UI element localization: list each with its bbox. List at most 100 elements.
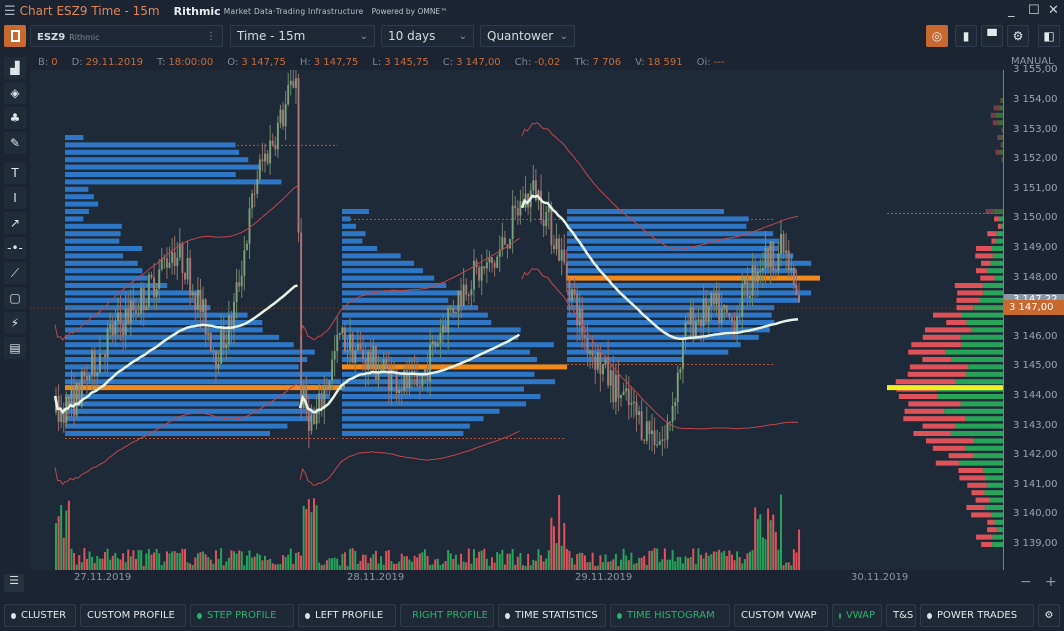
volume-bar — [209, 559, 212, 570]
chart-toolbar: ESZ9 Rithmic ⋮ Time - 15m ⌄ 10 days ⌄ Quan… — [0, 24, 1064, 48]
arrow-tool-tool-button[interactable]: ↗ — [4, 212, 26, 234]
right-profile-sell — [971, 512, 991, 518]
volume-bar — [700, 554, 702, 570]
candle-body — [362, 349, 365, 359]
status-dot-icon — [505, 612, 510, 619]
profile-bar — [567, 327, 770, 333]
candle-body — [493, 263, 496, 268]
date-axis[interactable]: 27.11.2019 28.11.2019 29.11.2019 30.11.2019 — [30, 572, 1003, 590]
alert-bell-tool-button[interactable]: ♣ — [4, 107, 26, 129]
layout-button[interactable]: ▀ — [981, 25, 1003, 47]
style-select[interactable]: Quantower ⌄ — [480, 25, 575, 47]
toggle-settings-button[interactable]: ⚙ — [1038, 604, 1060, 627]
panel-toggle-button[interactable] — [4, 25, 26, 47]
more-icon[interactable]: ⋮ — [206, 30, 216, 42]
toggle-power-trades[interactable]: POWER TRADES — [920, 604, 1034, 627]
price-label: 3 143,00 — [1013, 419, 1058, 431]
right-profile-sell — [976, 534, 993, 540]
magnet-icon: ⚡ — [10, 316, 20, 330]
candle-body — [442, 325, 444, 333]
maximize-button[interactable]: ☐ — [1028, 3, 1040, 18]
settings-button[interactable]: ⚙ — [1007, 25, 1029, 47]
toggle-step-profile[interactable]: STEP PROFILE — [190, 604, 294, 627]
candle-body — [509, 238, 512, 249]
candle-body — [470, 289, 473, 296]
candle-body — [320, 393, 323, 410]
toggle-t-s[interactable]: T&S — [886, 604, 916, 627]
price-label: 3 140,00 — [1013, 508, 1058, 520]
right-profile-buy — [966, 371, 1003, 377]
side-panel-button[interactable]: ◧ — [1038, 25, 1060, 47]
volume-bar — [75, 564, 78, 570]
candle-body — [398, 389, 401, 394]
volume-bar — [498, 553, 501, 570]
horizontal-line-icon: -•- — [7, 241, 23, 255]
toggle-right-profile[interactable]: RIGHT PROFILE — [400, 604, 494, 627]
profile-bar — [567, 231, 774, 237]
candle-body — [385, 359, 388, 368]
edit-tool-button[interactable]: ✎ — [4, 132, 26, 154]
zoom-in-button[interactable]: + — [1045, 574, 1057, 590]
candle-body — [168, 262, 171, 268]
zoom-out-button[interactable]: − — [1020, 574, 1032, 590]
volume-bar — [643, 555, 646, 570]
candle-body — [635, 401, 638, 416]
horizontal-line-tool-button[interactable]: -•- — [4, 237, 26, 259]
profile-bar — [65, 334, 280, 340]
indicators-tool-button[interactable]: ▟ — [4, 57, 26, 79]
toggle-time-statistics[interactable]: TIME STATISTICS — [498, 604, 606, 627]
candle-body — [774, 270, 777, 272]
hamburger-menu-icon[interactable]: ☰ — [4, 3, 16, 19]
toggle-custom-profile[interactable]: CUSTOM PROFILE — [80, 604, 186, 627]
text-tool-tool-button[interactable]: T — [4, 162, 26, 184]
volume-bar — [390, 561, 393, 570]
vwap-line — [520, 194, 799, 340]
rectangle-tool-tool-button[interactable]: ▢ — [4, 287, 26, 309]
trend-line-tool-button[interactable]: ⟋ — [4, 262, 26, 284]
profile-bar — [342, 349, 530, 355]
period-select[interactable]: 10 days ⌄ — [381, 25, 474, 47]
cluster-mode-button[interactable]: ◎ — [926, 25, 948, 47]
toggle-left-profile[interactable]: LEFT PROFILE — [298, 604, 396, 627]
volume-bar — [248, 550, 251, 570]
volume-bar — [147, 548, 150, 570]
volume-bar — [743, 559, 746, 570]
profile-bar — [567, 268, 797, 274]
volume-bar — [563, 522, 566, 570]
toggle-vwap[interactable]: VWAP — [832, 604, 882, 627]
vertical-line-tool-button[interactable]: I — [4, 187, 26, 209]
candle-body — [104, 354, 107, 358]
last-price-marker: 3 147,22 — [1003, 293, 1064, 304]
candle-body — [266, 153, 269, 164]
candle-body — [403, 370, 406, 391]
volume-bar — [129, 556, 132, 570]
volume-bar — [380, 556, 383, 570]
volume-bar — [351, 548, 354, 570]
price-chart[interactable] — [30, 70, 1003, 570]
volume-bar — [204, 554, 207, 570]
object-list-button[interactable]: ☰ — [4, 574, 24, 592]
price-axis[interactable]: MANUAL 3 155,00 3 154,00 3 153,00 3 152,00 3… — [1003, 56, 1064, 570]
right-profile-buy — [961, 342, 1003, 348]
candle-body — [160, 258, 163, 270]
volume-bar — [527, 553, 530, 570]
close-button[interactable]: ✕ — [1048, 3, 1059, 18]
minimize-button[interactable]: _ — [1008, 3, 1015, 18]
layers-tool-button[interactable]: ◈ — [4, 82, 26, 104]
info-value: 18:00:00 — [168, 57, 214, 68]
profile-bar — [65, 431, 270, 436]
toggle-cluster[interactable]: CLUSTER — [4, 604, 76, 627]
right-profile-buy — [944, 408, 1003, 414]
symbol-selector[interactable]: ESZ9 Rithmic ⋮ — [30, 25, 223, 47]
right-profile-buy — [987, 268, 1003, 274]
info-key: Ch: — [514, 57, 532, 68]
template-tool-button[interactable]: ▤ — [4, 337, 26, 359]
vwap-upper-band — [521, 122, 799, 250]
candle-body — [405, 370, 408, 389]
toggle-time-histogram[interactable]: TIME HISTOGRAM — [610, 604, 730, 627]
toggle-custom-vwap[interactable]: CUSTOM VWAP — [734, 604, 828, 627]
candle-body — [594, 355, 597, 370]
magnet-tool-button[interactable]: ⚡ — [4, 312, 26, 334]
mouse-mode-button[interactable]: ▮ — [955, 25, 977, 47]
timeframe-select[interactable]: Time - 15m ⌄ — [230, 25, 375, 47]
